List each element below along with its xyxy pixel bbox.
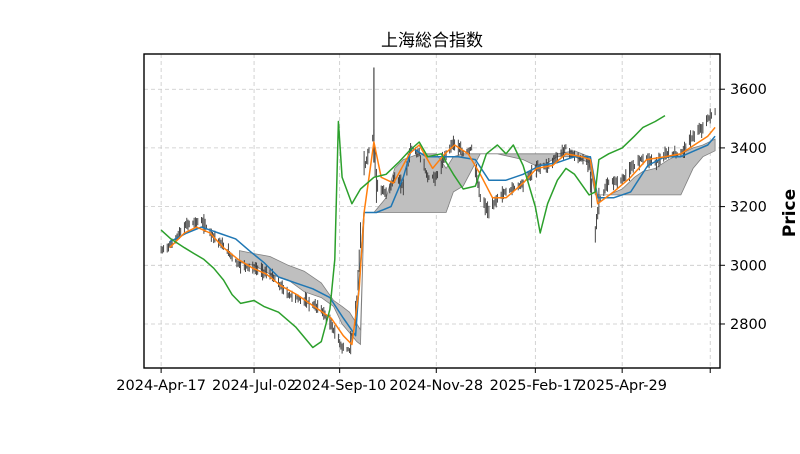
y-tick-label: 2800 [730,317,767,333]
plot-frame [143,53,721,369]
x-tick-label: 2024-Sep-10 [293,378,386,394]
y-axis-label: Price [780,189,800,237]
indicator-line-2 [169,126,716,346]
x-tick-label: 2025-Apr-29 [577,378,667,394]
y-tick-label: 3200 [730,200,767,216]
indicator-line-3 [160,114,666,349]
chart-title: 上海総合指数 [381,31,483,51]
x-tick-label: 2024-Jul-02 [212,378,296,394]
y-axis: 2800 3000 3200 3400 3600 [720,82,767,333]
x-tick-label: 2025-Feb-17 [490,378,582,394]
y-tick-label: 3400 [730,141,767,157]
x-tick-label: 2024-Apr-17 [116,378,206,394]
y-tick-label: 3000 [730,258,767,274]
x-tick-label: 2024-Nov-28 [389,378,483,394]
indicator-line-1 [169,135,716,337]
y-tick-label: 3600 [730,82,767,98]
series-layer [160,114,716,349]
